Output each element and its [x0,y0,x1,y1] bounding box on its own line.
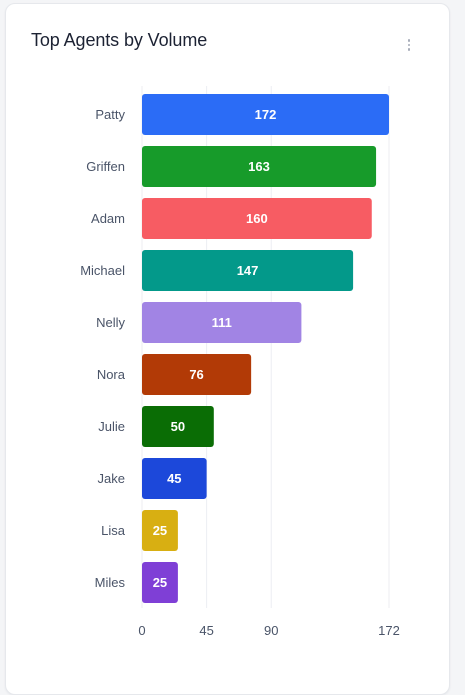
category-label: Griffen [86,159,125,174]
bar-group[interactable]: Julie 50 [98,406,214,447]
value-label: 172 [255,107,277,122]
bar[interactable] [142,94,389,135]
bar-group[interactable]: Nelly 111 [96,302,302,343]
value-label: 45 [167,471,181,486]
bar-group[interactable]: Lisa 25 [101,510,178,551]
bar-group[interactable]: Jake 45 [98,458,207,499]
bar-group[interactable]: Adam 160 [91,198,372,239]
category-label: Miles [95,575,126,590]
bar[interactable] [142,250,354,291]
bar-group[interactable]: Michael 147 [80,250,354,291]
bar[interactable] [142,510,178,551]
category-label: Patty [95,107,125,122]
bar[interactable] [142,302,302,343]
category-label: Jake [98,471,125,486]
value-label: 25 [153,523,167,538]
more-vertical-icon[interactable] [401,34,417,56]
bars: Patty 172 Griffen 163 Adam 160 Michael 147 Nelly… [80,94,389,603]
x-tick-label: 172 [378,623,400,638]
bar[interactable] [142,354,252,395]
bar[interactable] [142,562,178,603]
category-label: Michael [80,263,125,278]
bar-group[interactable]: Griffen 163 [86,146,377,187]
value-label: 76 [189,367,203,382]
bar[interactable] [142,198,372,239]
x-tick-label: 45 [199,623,213,638]
value-label: 111 [212,315,232,330]
category-label: Julie [98,419,125,434]
value-label: 160 [246,211,268,226]
value-label: 25 [153,575,167,590]
value-label: 50 [171,419,185,434]
bar-group[interactable]: Miles 25 [95,562,178,603]
bar-group[interactable]: Nora 76 [97,354,252,395]
category-label: Nora [97,367,126,382]
bar[interactable] [142,458,207,499]
bar-chart: Patty 172 Griffen 163 Adam 160 Michael 147 Nelly… [80,86,400,638]
x-tick-label: 90 [264,623,278,638]
card-title: Top Agents by Volume [31,30,208,50]
value-label: 163 [248,159,270,174]
bar[interactable] [142,146,377,187]
category-label: Lisa [101,523,126,538]
bar-group[interactable]: Patty 172 [95,94,389,135]
value-label: 147 [237,263,259,278]
bar[interactable] [142,406,214,447]
category-label: Nelly [96,315,125,330]
category-label: Adam [91,211,125,226]
x-tick-label: 0 [138,623,145,638]
x-axis: 0 45 90 172 [138,623,399,638]
